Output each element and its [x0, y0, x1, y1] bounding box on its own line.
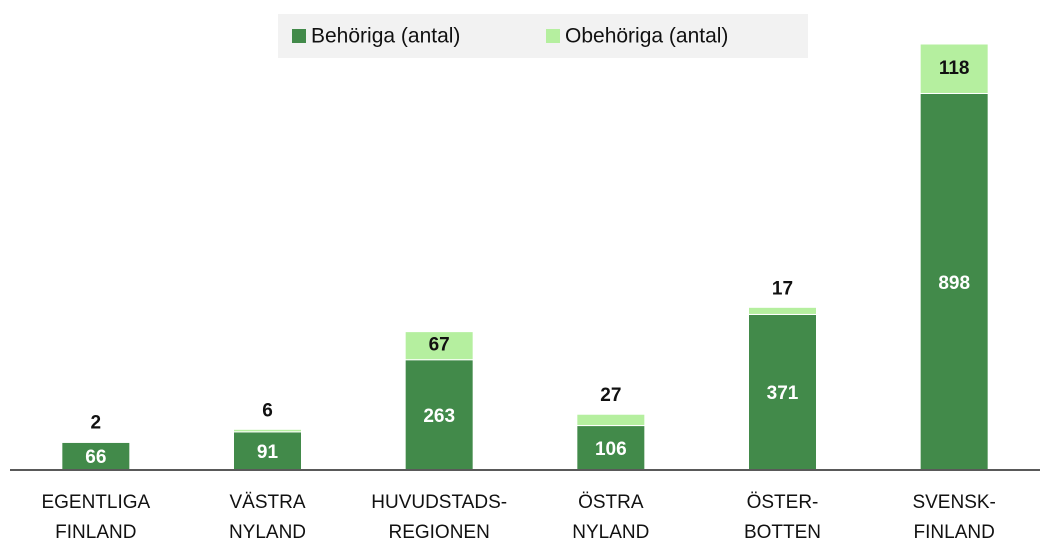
- x-tick-label: NYLAND: [572, 522, 649, 543]
- bar-segment: [61, 441, 131, 471]
- value-label: 371: [767, 383, 799, 404]
- bar-segment: [404, 359, 474, 471]
- x-tick-label: FINLAND: [55, 522, 136, 543]
- value-label: 263: [423, 406, 455, 427]
- legend-label: Obehöriga (antal): [565, 25, 728, 48]
- value-label: 898: [938, 273, 970, 294]
- value-label: 2: [91, 413, 102, 434]
- value-label: 66: [85, 447, 106, 468]
- legend-swatch: [546, 29, 560, 43]
- x-tick-label: ÖSTER-: [747, 492, 819, 513]
- bar-segment: [919, 92, 989, 471]
- value-label: 17: [772, 278, 793, 299]
- x-tick-label: BOTTEN: [744, 522, 821, 543]
- bar-segment: [61, 440, 131, 443]
- value-label: 91: [257, 442, 279, 463]
- bar-segment: [919, 43, 989, 94]
- bar-segment: [404, 331, 474, 361]
- x-tick-label: VÄSTRA: [229, 492, 305, 513]
- x-tick-label: HUVUDSTADS-: [371, 492, 507, 513]
- legend-box: [278, 14, 808, 58]
- value-label: 6: [262, 400, 273, 421]
- bar-segment: [748, 306, 817, 315]
- bar-segment: [233, 428, 302, 433]
- x-tick-label: ÖSTRA: [578, 492, 644, 513]
- x-tick-label: REGIONEN: [388, 522, 489, 543]
- value-label: 27: [600, 385, 621, 406]
- legend-label: Behöriga (antal): [311, 25, 460, 48]
- value-label: 106: [595, 439, 627, 460]
- x-tick-label: SVENSK-: [912, 492, 995, 513]
- x-tick-label: FINLAND: [914, 522, 995, 543]
- value-label: 118: [939, 58, 970, 79]
- legend-swatch: [292, 29, 306, 43]
- bar-segment: [576, 413, 646, 427]
- x-tick-label: EGENTLIGA: [41, 492, 150, 513]
- x-tick-label: NYLAND: [229, 522, 306, 543]
- value-label: 67: [429, 335, 450, 356]
